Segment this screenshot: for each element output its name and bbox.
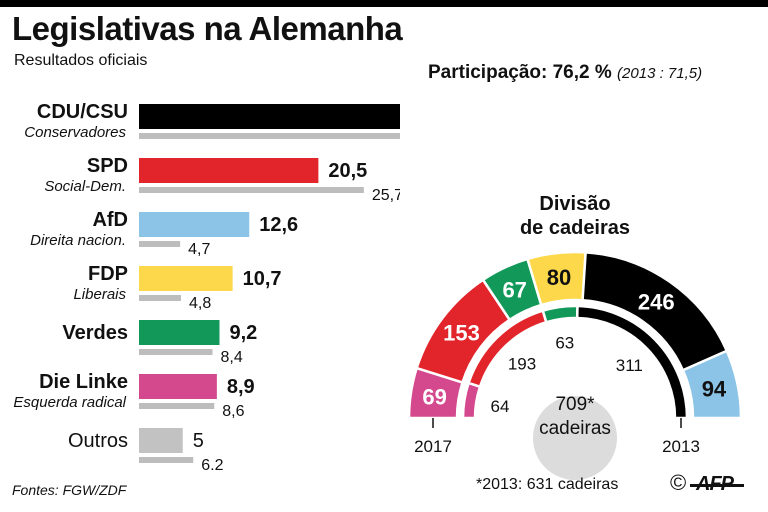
party-subtitle-label: Esquerda radical xyxy=(13,394,126,411)
party-name-label: Die Linke xyxy=(39,371,128,393)
seats-2013-label: 64 xyxy=(491,397,510,416)
vote-share-2017-label: 8,9 xyxy=(227,376,255,398)
vote-share-2017-bar xyxy=(139,104,400,129)
seats-2017-label: 69 xyxy=(422,384,446,409)
vote-share-2017-bar xyxy=(139,266,233,291)
party-name-label: Outros xyxy=(68,430,128,452)
party-subtitle-label: Liberais xyxy=(73,286,126,303)
seats-2013-segment xyxy=(461,381,482,420)
vote-share-2013-label: 25,7 xyxy=(372,187,400,204)
top-rule xyxy=(0,0,768,7)
turnout-label: Participação: 76,2 % (2013 : 71,5) xyxy=(428,62,702,84)
vote-share-2017-label: 9,2 xyxy=(230,322,258,344)
page-subtitle: Resultados oficiais xyxy=(14,52,148,69)
agency-logo: AFP xyxy=(690,473,744,495)
seats-2017-label: 80 xyxy=(547,265,571,290)
total-seats-disc xyxy=(533,396,617,480)
vote-share-2017-bar xyxy=(139,158,319,183)
year-2017-label: 2017 xyxy=(414,437,452,456)
vote-share-2017-bar xyxy=(139,374,217,399)
page-title: Legislativas na Alemanha xyxy=(12,10,403,47)
vote-share-2013-bar xyxy=(139,241,181,247)
vote-share-2013-label: 6,2 xyxy=(201,457,223,470)
vote-share-2017-bar xyxy=(139,428,183,453)
vote-share-2013-label: 8,6 xyxy=(222,403,244,420)
seats-2017-label: 67 xyxy=(502,277,526,302)
vote-share-2013-bar xyxy=(139,133,400,139)
vote-share-2013-bar xyxy=(139,295,181,301)
vote-share-2017-bar xyxy=(139,212,250,237)
vote-share-2017-label: 12,6 xyxy=(259,214,298,236)
seats-2013-label: 311 xyxy=(616,356,643,375)
seats-title: de cadeiras xyxy=(520,217,630,239)
vote-share-2013-bar xyxy=(139,349,213,355)
seats-footnote: *2013: 631 cadeiras xyxy=(476,476,619,493)
vote-share-2013-label: 4,8 xyxy=(189,295,211,312)
total-seats-label: 709* xyxy=(555,394,595,415)
vote-share-2013-bar xyxy=(139,187,364,193)
vote-share-bar-chart: CDU/CSUConservadores3341,5 em 2013SPDSoc… xyxy=(13,101,400,470)
seats-2017-label: 246 xyxy=(638,290,675,315)
party-name-label: Verdes xyxy=(62,322,128,344)
seats-2013-label: 193 xyxy=(508,355,536,374)
party-name-label: AfD xyxy=(92,209,128,231)
party-subtitle-label: Social-Dem. xyxy=(44,178,126,195)
total-seats-label: cadeiras xyxy=(539,418,611,439)
seats-2013-label: 63 xyxy=(555,334,574,353)
party-subtitle-label: Conservadores xyxy=(24,124,126,141)
seats-2013-segment xyxy=(541,304,579,324)
turnout-value: Participação: 76,2 % xyxy=(428,62,612,83)
vote-share-2013-label: 4,7 xyxy=(188,241,210,258)
vote-share-2013-bar xyxy=(139,457,194,463)
vote-share-2013-bar xyxy=(139,403,215,409)
vote-share-2013-label: 8,4 xyxy=(221,349,243,366)
party-name-label: SPD xyxy=(87,155,128,177)
seats-title: Divisão xyxy=(539,193,610,215)
source-note: Fontes: FGW/ZDF xyxy=(12,482,127,498)
party-name-label: FDP xyxy=(88,263,128,285)
party-name-label: CDU/CSU xyxy=(37,101,128,123)
vote-share-2017-label: 10,7 xyxy=(243,268,282,290)
vote-share-2017-bar xyxy=(139,320,220,345)
vote-share-2017-label: 5 xyxy=(193,430,204,452)
year-2013-label: 2013 xyxy=(662,437,700,456)
vote-share-2017-label: 20,5 xyxy=(328,160,367,182)
seats-2017-label: 153 xyxy=(443,321,480,346)
party-subtitle-label: Direita nacion. xyxy=(30,232,126,249)
copyright-symbol: © xyxy=(670,470,687,495)
seats-2017-label: 94 xyxy=(702,377,727,402)
turnout-previous: (2013 : 71,5) xyxy=(617,65,703,82)
seats-2017-segment xyxy=(681,349,743,420)
